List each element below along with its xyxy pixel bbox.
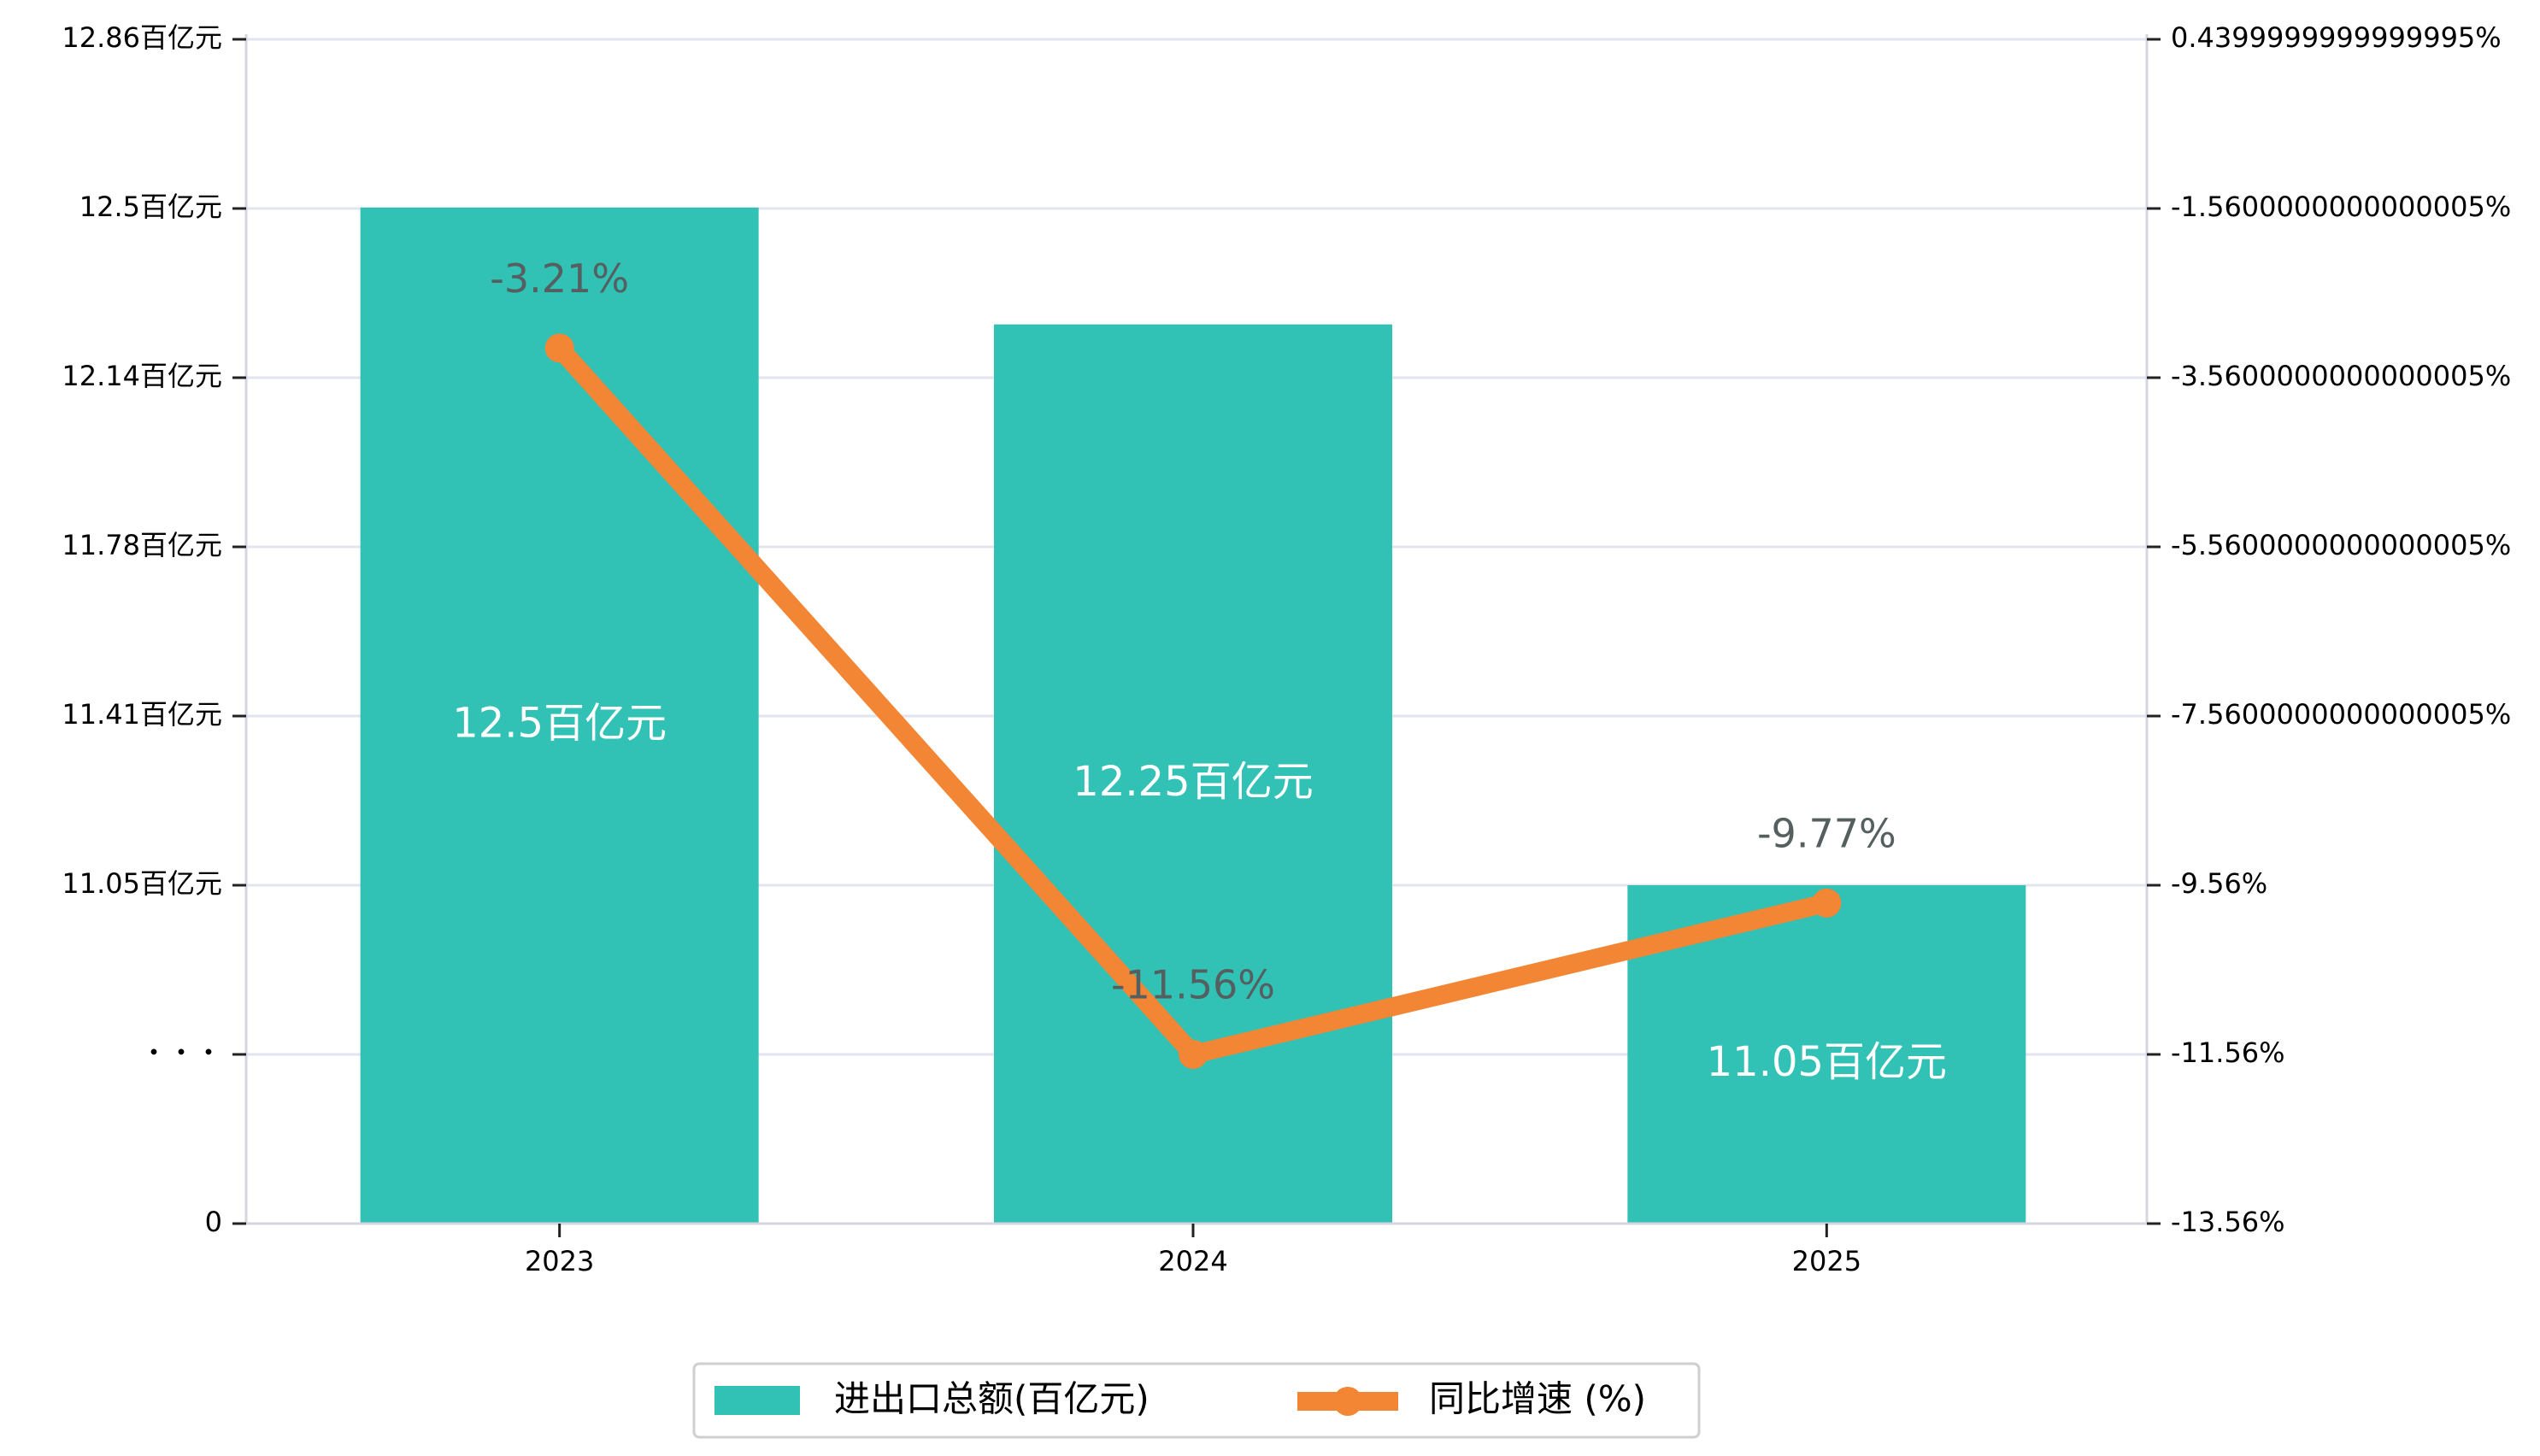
growth-value-label: -9.77% <box>1757 810 1896 856</box>
growth-point-2024 <box>1179 1040 1208 1069</box>
legend-line-marker <box>1333 1387 1362 1416</box>
bar-value-label: 12.25百亿元 <box>1073 758 1313 806</box>
growth-value-label: -3.21% <box>490 255 629 302</box>
left-tick-label: 11.41百亿元 <box>62 698 222 731</box>
left-tick-label: 0 <box>205 1206 222 1238</box>
bar-2024 <box>994 324 1392 1224</box>
right-tick-label: -7.5600000000000005% <box>2171 698 2511 731</box>
right-tick-label: -3.5600000000000005% <box>2171 360 2511 392</box>
legend-line-label: 同比增速 (%) <box>1429 1378 1646 1420</box>
legend: 进出口总额(百亿元) 同比增速 (%) <box>692 1362 1701 1439</box>
bar-value-label: 12.5百亿元 <box>452 699 667 747</box>
growth-point-2025 <box>1812 888 1842 918</box>
right-tick-label: -5.5600000000000005% <box>2171 529 2511 561</box>
left-tick-label: ・・・ <box>140 1036 222 1069</box>
growth-line <box>544 333 1842 1069</box>
left-tick-label: 12.14百亿元 <box>62 360 222 392</box>
legend-bar-swatch <box>714 1386 800 1415</box>
bars <box>360 207 2026 1224</box>
data-labels: 12.5百亿元 12.25百亿元 11.05百亿元 -3.21% -11.56% -9.7… <box>452 255 1947 1086</box>
bar-2023 <box>360 207 759 1224</box>
x-tick-label: 2024 <box>1158 1245 1227 1277</box>
axes: 0 ・・・ 11.05百亿元 11.41百亿元 11.78百亿元 12.14百亿元 12.5… <box>62 21 2511 1277</box>
growth-point-2023 <box>544 333 574 363</box>
left-tick-label: 11.05百亿元 <box>62 867 222 900</box>
growth-value-label: -11.56% <box>1111 962 1275 1008</box>
right-tick-label: -9.56% <box>2171 867 2267 900</box>
left-tick-label: 11.78百亿元 <box>62 529 222 561</box>
legend-box <box>692 1362 1701 1439</box>
x-tick-label: 2025 <box>1792 1245 1861 1277</box>
left-tick-label: 12.86百亿元 <box>62 21 222 54</box>
x-tick-label: 2023 <box>525 1245 594 1277</box>
right-tick-label: -1.5600000000000005% <box>2171 191 2511 223</box>
right-tick-label: -11.56% <box>2171 1036 2285 1069</box>
right-tick-label: 0.4399999999999995% <box>2171 21 2502 54</box>
bar-value-label: 11.05百亿元 <box>1707 1038 1947 1086</box>
right-tick-label: -13.56% <box>2171 1206 2285 1238</box>
legend-bar-label: 进出口总额(百亿元) <box>834 1378 1149 1420</box>
left-tick-label: 12.5百亿元 <box>79 191 222 223</box>
